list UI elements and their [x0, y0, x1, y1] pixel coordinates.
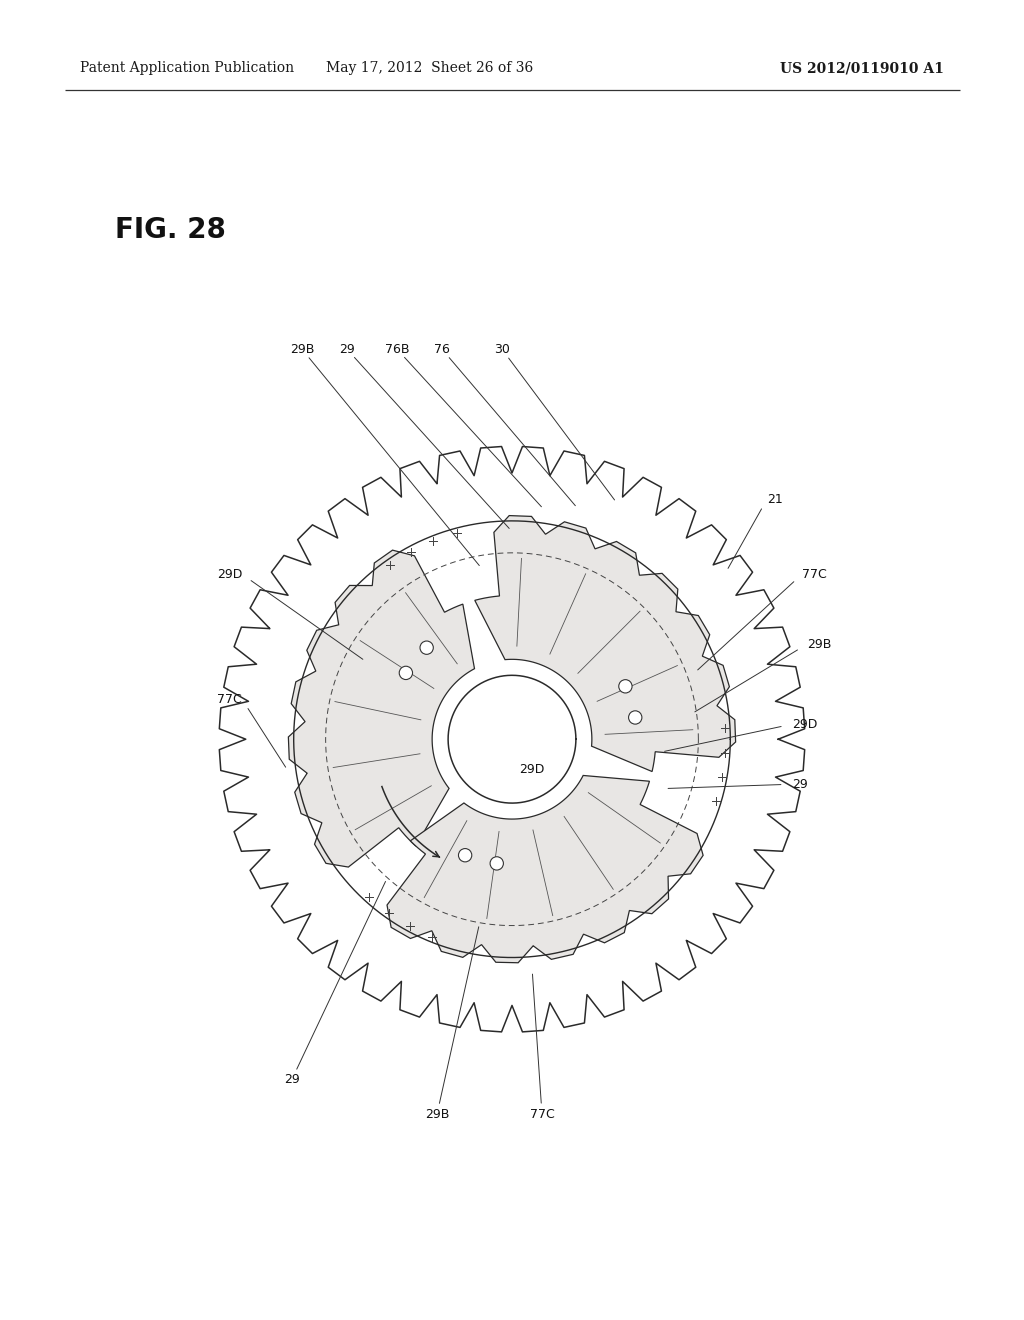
Text: FIG. 28: FIG. 28 [115, 216, 226, 244]
Text: 29D: 29D [792, 718, 817, 731]
Circle shape [420, 642, 433, 655]
Text: 29: 29 [339, 343, 355, 355]
Text: May 17, 2012  Sheet 26 of 36: May 17, 2012 Sheet 26 of 36 [327, 61, 534, 75]
Text: 29B: 29B [425, 1107, 450, 1121]
Circle shape [399, 667, 413, 680]
Polygon shape [387, 775, 703, 962]
Text: 29D: 29D [519, 763, 545, 776]
Polygon shape [475, 516, 735, 772]
Polygon shape [289, 550, 474, 867]
Text: US 2012/0119010 A1: US 2012/0119010 A1 [780, 61, 944, 75]
Text: 77C: 77C [217, 693, 242, 706]
Text: 29D: 29D [217, 568, 242, 581]
Circle shape [629, 710, 642, 725]
Text: 29: 29 [284, 1073, 300, 1085]
Circle shape [459, 849, 472, 862]
Text: Patent Application Publication: Patent Application Publication [80, 61, 294, 75]
Text: 30: 30 [494, 343, 510, 355]
Text: 77C: 77C [529, 1107, 554, 1121]
Text: 76: 76 [434, 343, 450, 355]
Text: 29: 29 [792, 777, 808, 791]
Text: 29B: 29B [807, 638, 831, 651]
Text: 76B: 76B [385, 343, 410, 355]
Text: 29B: 29B [290, 343, 314, 355]
Circle shape [618, 680, 632, 693]
Circle shape [490, 857, 504, 870]
Text: 77C: 77C [802, 568, 826, 581]
Text: 21: 21 [767, 492, 782, 506]
